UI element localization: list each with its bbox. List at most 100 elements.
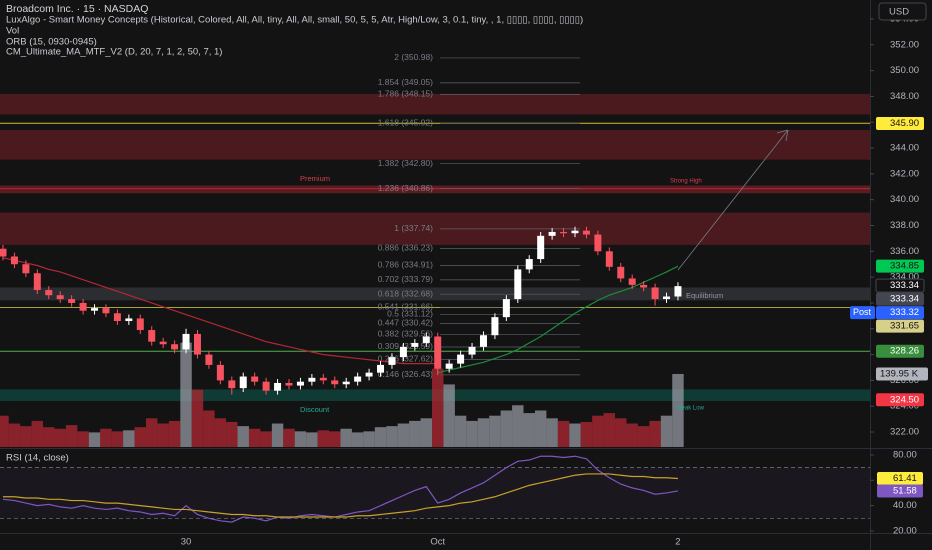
fib-label: 0.618 (332.68) [378,288,433,298]
fib-label: 0.447 (330.42) [378,318,433,328]
fib-label: 0.146 (326.43) [378,369,433,379]
candle-body [377,364,385,373]
price-label-box [876,259,924,273]
price-label-box [876,292,924,306]
volume-bar [8,423,21,447]
candle-body [33,273,41,291]
price-label: 324.50 [890,394,919,405]
volume-bar [466,420,478,447]
fib-label: 0.702 (333.79) [378,274,433,284]
candle-body [537,235,545,260]
volume-bar [374,427,387,447]
candle-body [628,278,636,285]
price-label-box [876,319,924,333]
price-label: 333.32 [890,307,919,318]
candle-body [560,231,568,234]
rsi-value-label: 61.41 [893,473,917,484]
candle-body [594,234,602,252]
fib-label: 0.541 (331.66) [378,302,433,312]
volume-bar [168,420,181,447]
candle-body [491,317,499,336]
price-label: 333.34 [890,294,919,305]
candle-body [193,333,201,355]
candle-body [10,256,18,265]
fib-label: 0.236 (327.62) [378,354,433,364]
volume-bar [237,426,249,447]
marks-layer [0,226,682,523]
candle-body [582,230,590,235]
candle-body [308,377,316,382]
currency-button[interactable] [878,2,927,21]
annotation: Weak Low [676,406,705,412]
candle-body [571,230,579,234]
volume-bar [592,415,604,447]
moving-average [437,265,679,374]
rsi-value-box [877,472,923,486]
y-tick-label: 342.00 [890,168,919,179]
candle-body [205,354,213,365]
candle-body [365,372,373,377]
volume-bar [351,432,364,447]
candle-body [422,336,430,343]
rsi-tick-label: 40.00 [893,500,917,511]
volume-bar [306,432,318,447]
price-label-box [875,278,925,293]
candle-body [22,264,30,274]
volume-bar [649,420,661,447]
x-tick-label: 30 [181,537,192,548]
y-tick-label: 344.00 [890,143,919,154]
volume-bar [569,423,581,447]
y-tick-label: 352.00 [890,39,919,50]
y-tick-label: 350.00 [890,65,919,76]
fib-label: 1.236 (340.86) [378,183,433,193]
rsi-line [3,473,678,518]
fib-label: 2 (350.98) [394,52,433,62]
rsi-tick-label: 20.00 [893,525,917,536]
zone [0,185,870,194]
candle-body [182,333,190,350]
volume-bar [157,423,169,447]
currency-label[interactable]: USD [889,7,909,18]
candle-body [354,376,362,382]
candle-body [457,354,465,364]
y-tick-label: 348.00 [890,91,919,102]
price-label: 334.85 [890,261,919,272]
volume-bar [500,410,513,447]
volume-layer [0,342,684,447]
candle-body [548,231,556,236]
fib-label: 0.382 (329.56) [378,329,433,339]
indicator-label: Vol [6,26,19,37]
volume-bar [340,428,352,447]
volume-bar [363,431,375,447]
candle-body [388,357,396,365]
rsi-line [2,455,679,523]
fib-label: 0.886 (336.23) [378,243,433,253]
rsi-title: RSI (14, close) [6,453,69,464]
y-tick-label: 336.00 [890,246,919,257]
candle-body [617,266,625,279]
volume-bar [397,423,410,447]
candle-body [514,269,522,300]
candle-body [239,376,247,389]
volume-bar [443,384,455,447]
candle-body [262,381,270,391]
candle-body [274,382,282,391]
candle-body [399,346,407,358]
moving-average [2,257,438,365]
annotation: Strong High [670,179,702,185]
volume-label: 139.95 K [880,368,919,379]
candle-body [56,295,64,300]
fib-label: 0.309 (328.59) [378,341,433,351]
candle-body [525,259,533,270]
price-label-box [876,344,924,358]
chart-title: Broadcom Inc. · 15 · NASDAQ [6,3,148,15]
volume-bar [54,428,66,447]
candle-body [605,251,613,267]
candle-body [663,296,671,300]
annotation: Equilibrium [686,291,723,300]
volume-bar [523,413,535,447]
candle-body [171,344,179,350]
header: Broadcom Inc. · 15 · NASDAQ LuxAlgo - Sm… [6,2,927,464]
price-label-box [876,306,924,320]
